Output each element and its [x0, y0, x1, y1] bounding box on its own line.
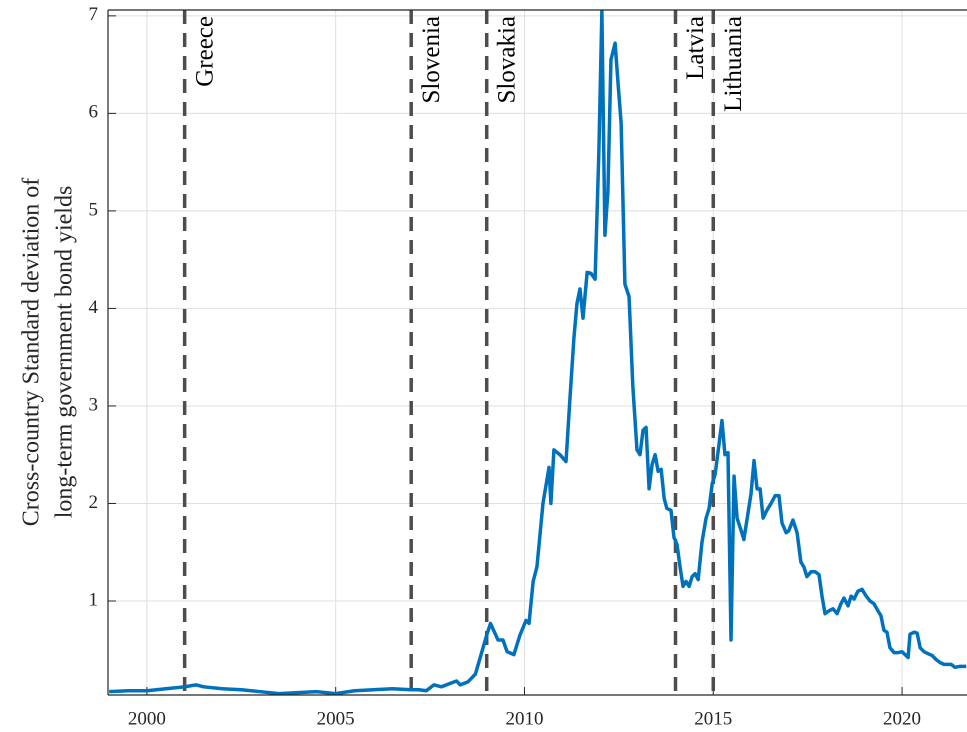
- y-tick-label: 6: [89, 102, 99, 123]
- x-tick-label: 2010: [505, 708, 543, 729]
- y-tick-label: 4: [89, 297, 99, 318]
- x-tick-label: 2005: [317, 708, 355, 729]
- x-tick-label: 2020: [883, 708, 921, 729]
- x-tick-label: 2000: [128, 708, 166, 729]
- y-axis-label: Cross-country Standard deviation of: [19, 178, 45, 527]
- event-label: Slovakia: [493, 16, 520, 104]
- event-label: Greece: [191, 16, 218, 87]
- data-line: [109, 10, 967, 695]
- y-tick-label: 3: [89, 394, 99, 415]
- y-tick-label: 2: [89, 492, 99, 513]
- event-label: Lithuania: [720, 16, 747, 112]
- y-axis-label: long-term government bond yields: [52, 186, 78, 519]
- y-tick-label: 5: [89, 199, 99, 220]
- y-tick-label: 1: [89, 589, 99, 610]
- y-tick-label: 7: [89, 4, 99, 25]
- event-label: Slovenia: [418, 16, 445, 104]
- x-tick-label: 2015: [694, 708, 732, 729]
- event-label: Latvia: [682, 16, 709, 80]
